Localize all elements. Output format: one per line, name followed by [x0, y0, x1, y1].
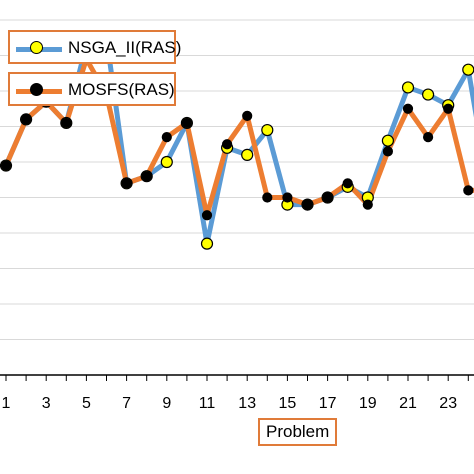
data-point — [422, 88, 435, 101]
data-point — [121, 178, 132, 189]
x-tick-label: 5 — [82, 395, 91, 412]
data-point — [382, 146, 393, 157]
legend-item-mosfs: MOSFS(RAS) — [8, 72, 176, 106]
data-point — [161, 132, 172, 143]
series-line-1 — [3, 56, 474, 218]
data-point — [181, 117, 192, 129]
x-tick-label: 1 — [2, 395, 11, 412]
legend-item-nsga: NSGA_II(RAS) — [8, 30, 181, 64]
data-point — [261, 123, 274, 137]
data-point — [21, 114, 32, 125]
x-tick-label: 23 — [439, 395, 457, 412]
legend: NSGA_II(RAS) MOSFS(RAS) — [8, 30, 181, 114]
data-point — [302, 199, 313, 210]
data-point — [402, 103, 414, 114]
x-tick-label: 9 — [162, 395, 171, 412]
gridlines — [0, 19, 474, 340]
data-point — [362, 199, 373, 210]
data-point — [262, 192, 273, 203]
x-tick-label: 11 — [199, 395, 216, 412]
data-point — [200, 237, 214, 250]
data-point — [242, 110, 253, 121]
data-point — [463, 185, 474, 196]
x-axis-label: Problem — [258, 418, 338, 446]
data-point — [282, 192, 293, 203]
x-tick-label: 3 — [42, 395, 51, 412]
x-axis: 135791113151719212325 — [0, 374, 474, 412]
data-point — [141, 171, 152, 182]
data-point — [160, 155, 173, 169]
data-point — [401, 81, 415, 94]
data-point — [381, 134, 394, 147]
x-tick-label: 15 — [279, 395, 297, 412]
data-point — [61, 117, 72, 129]
data-point — [443, 103, 454, 114]
data-point — [462, 63, 474, 76]
data-point — [342, 178, 353, 189]
legend-marker-nsga — [30, 41, 43, 54]
data-point — [0, 160, 12, 171]
data-point — [423, 132, 434, 143]
legend-marker-mosfs — [30, 83, 43, 96]
data-point — [322, 192, 333, 203]
x-tick-label: 19 — [359, 395, 377, 412]
data-point — [222, 139, 233, 150]
data-point — [241, 148, 254, 161]
legend-label-mosfs: MOSFS(RAS) — [68, 80, 175, 99]
data-point — [201, 210, 213, 221]
x-tick-label: 17 — [319, 395, 337, 412]
x-tick-label: 7 — [122, 395, 131, 412]
x-tick-label: 21 — [399, 395, 417, 412]
x-tick-label: 13 — [238, 395, 256, 412]
legend-label-nsga: NSGA_II(RAS) — [68, 38, 182, 57]
